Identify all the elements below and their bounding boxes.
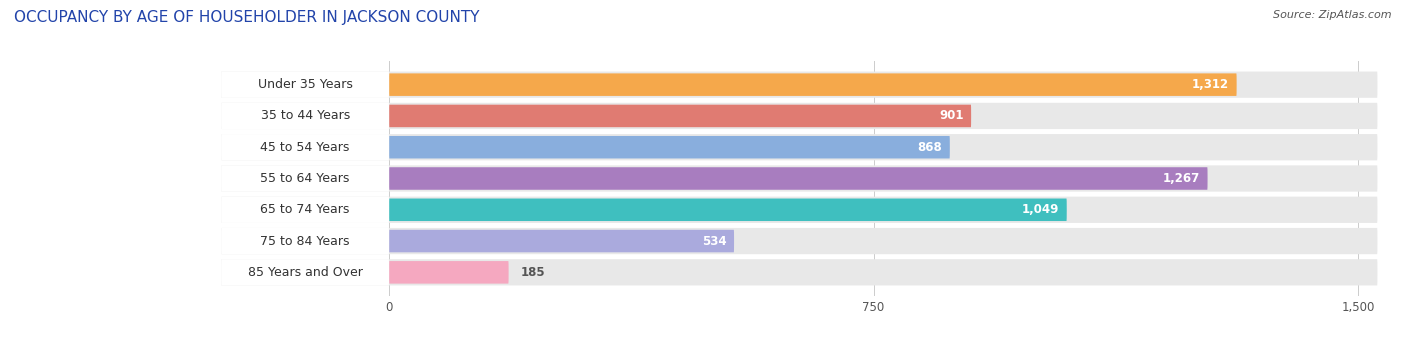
Text: 65 to 74 Years: 65 to 74 Years bbox=[260, 203, 350, 216]
FancyBboxPatch shape bbox=[221, 103, 1378, 129]
FancyBboxPatch shape bbox=[389, 73, 1237, 96]
FancyBboxPatch shape bbox=[389, 261, 509, 284]
Text: 901: 901 bbox=[939, 109, 963, 122]
FancyBboxPatch shape bbox=[221, 165, 1378, 192]
FancyBboxPatch shape bbox=[221, 71, 1378, 98]
FancyBboxPatch shape bbox=[221, 165, 389, 192]
FancyBboxPatch shape bbox=[221, 134, 1378, 160]
FancyBboxPatch shape bbox=[389, 230, 734, 252]
Text: Source: ZipAtlas.com: Source: ZipAtlas.com bbox=[1274, 10, 1392, 20]
Text: 185: 185 bbox=[520, 266, 546, 279]
FancyBboxPatch shape bbox=[389, 105, 972, 127]
FancyBboxPatch shape bbox=[221, 197, 389, 223]
Text: 1,049: 1,049 bbox=[1022, 203, 1059, 216]
FancyBboxPatch shape bbox=[221, 103, 389, 129]
Text: 1,312: 1,312 bbox=[1192, 78, 1229, 91]
Text: 85 Years and Over: 85 Years and Over bbox=[247, 266, 363, 279]
FancyBboxPatch shape bbox=[221, 197, 1378, 223]
Text: 55 to 64 Years: 55 to 64 Years bbox=[260, 172, 350, 185]
FancyBboxPatch shape bbox=[221, 134, 389, 160]
FancyBboxPatch shape bbox=[389, 199, 1067, 221]
Text: 75 to 84 Years: 75 to 84 Years bbox=[260, 235, 350, 248]
FancyBboxPatch shape bbox=[221, 259, 389, 286]
FancyBboxPatch shape bbox=[221, 259, 1378, 286]
Text: 534: 534 bbox=[702, 235, 727, 248]
Text: OCCUPANCY BY AGE OF HOUSEHOLDER IN JACKSON COUNTY: OCCUPANCY BY AGE OF HOUSEHOLDER IN JACKS… bbox=[14, 10, 479, 25]
Text: 1,267: 1,267 bbox=[1163, 172, 1199, 185]
Text: 45 to 54 Years: 45 to 54 Years bbox=[260, 141, 350, 154]
FancyBboxPatch shape bbox=[389, 136, 950, 158]
FancyBboxPatch shape bbox=[221, 71, 389, 98]
Text: 35 to 44 Years: 35 to 44 Years bbox=[260, 109, 350, 122]
FancyBboxPatch shape bbox=[221, 228, 389, 254]
Text: Under 35 Years: Under 35 Years bbox=[257, 78, 353, 91]
Text: 868: 868 bbox=[917, 141, 942, 154]
FancyBboxPatch shape bbox=[389, 167, 1208, 190]
FancyBboxPatch shape bbox=[221, 228, 1378, 254]
